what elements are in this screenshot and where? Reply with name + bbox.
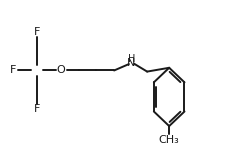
Text: O: O [57,66,65,75]
Text: H: H [128,54,135,64]
Text: CH₃: CH₃ [158,135,179,145]
Text: N: N [126,58,134,68]
Text: F: F [34,27,40,37]
Text: F: F [34,104,40,114]
Text: F: F [9,66,16,75]
